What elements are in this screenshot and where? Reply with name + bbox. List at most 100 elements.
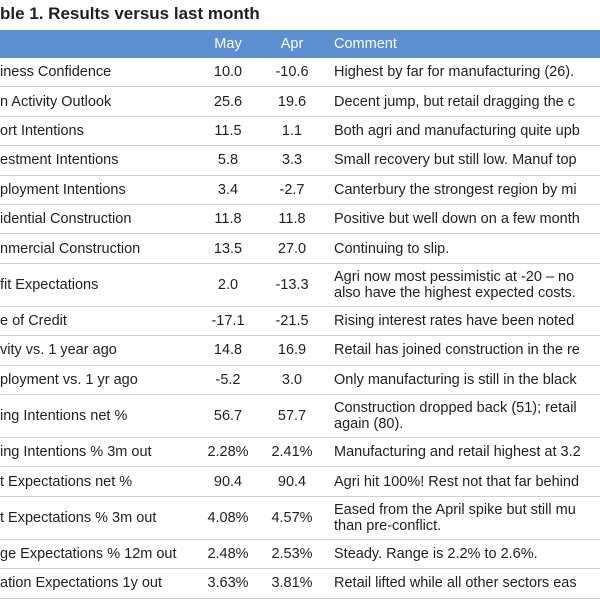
table-row: fit Expectations 2.0 -13.3 Agri now most pe… — [0, 264, 600, 307]
comment-cell: Only manufacturing is still in the black — [334, 366, 600, 394]
value-cell: 90.4 — [213, 473, 243, 490]
value-cell: -17.1 — [211, 312, 245, 329]
table-row: ing Intentions % 3m out 2.28% 2.41% Manufac… — [0, 438, 600, 468]
table-row: n Activity Outlook 25.6 19.6 Decent jump, b… — [0, 87, 600, 117]
table-row: ation Expectations 1y out 3.63% 3.81% Retai… — [0, 569, 600, 599]
comment-line: Manufacturing and retail highest at 3.2 — [334, 444, 581, 461]
comment-cell: Continuing to slip. — [334, 234, 600, 262]
metric-name: ing Intentions net % — [0, 408, 128, 424]
comment-line: Retail has joined construction in the re — [334, 342, 580, 359]
value-cell: 11.8 — [214, 211, 242, 228]
table-row: estment Intentions 5.8 3.3 Small recovery b… — [0, 146, 600, 176]
header-row: May Apr Comment — [0, 30, 600, 58]
comment-line: Retail lifted while all other sectors ea… — [334, 575, 577, 592]
table-title: ble 1. Results versus last month — [0, 4, 260, 23]
table-row: ployment vs. 1 yr ago -5.2 3.0 Only manufac… — [0, 366, 600, 395]
metric-name: estment Intentions — [0, 152, 119, 169]
comment-line: than pre-conflict. — [334, 517, 442, 534]
table-row: ployment Intentions 3.4 -2.7 Canterbury the… — [0, 176, 600, 205]
column-header: May — [214, 36, 242, 52]
column-header: Apr — [280, 36, 304, 52]
table-row: ing Intentions net % 56.7 57.7 Construction… — [0, 395, 600, 438]
comment-cell: Eased from the April spike but still mu t… — [334, 497, 600, 539]
metric-name: ployment Intentions — [0, 181, 126, 198]
comment-line: Continuing to slip. — [334, 240, 450, 257]
value-cell: 2.0 — [217, 276, 239, 293]
value-cell: 27.0 — [277, 240, 307, 257]
table-row: idential Construction 11.8 11.8 Positive bu… — [0, 205, 600, 235]
comment-cell: Rising interest rates have been noted — [334, 307, 600, 335]
comment-cell: Both agri and manufacturing quite upb — [334, 117, 600, 145]
metric-name: ge Expectations % 12m out — [0, 545, 177, 562]
comment-line: Both agri and manufacturing quite upb — [334, 122, 580, 139]
metric-name: ing Intentions % 3m out — [0, 444, 152, 461]
comment-cell: Steady. Range is 2.2% to 2.6%. — [334, 540, 600, 568]
value-cell: 11.8 — [278, 211, 306, 228]
table-row: e of Credit -17.1 -21.5 Rising interest rat… — [0, 307, 600, 337]
comment-cell: Retail has joined construction in the re — [334, 336, 600, 364]
comment-line: Only manufacturing is still in the black — [334, 371, 577, 388]
comment-cell: Retail lifted while all other sectors ea… — [334, 569, 600, 597]
value-cell: 4.08% — [207, 509, 249, 526]
comment-line: also have the highest expected costs. — [334, 284, 576, 301]
value-cell: 3.81% — [271, 575, 313, 592]
comment-line: Rising interest rates have been noted — [334, 312, 575, 329]
value-cell: -10.6 — [275, 64, 309, 81]
value-cell: 4.57% — [271, 509, 313, 526]
metric-name: idential Construction — [0, 211, 132, 228]
table-row: nmercial Construction 13.5 27.0 Continuing … — [0, 234, 600, 264]
metric-name: t Expectations net % — [0, 473, 133, 490]
comment-cell: Construction dropped back (51); retail ag… — [334, 395, 600, 437]
value-cell: 57.7 — [277, 408, 307, 424]
value-cell: 2.48% — [207, 545, 249, 562]
value-cell: -5.2 — [215, 371, 241, 388]
metric-name: ort Intentions — [0, 122, 84, 139]
value-cell: 19.6 — [277, 93, 307, 110]
comment-line: Positive but well down on a few month — [334, 211, 580, 228]
value-cell: 3.3 — [281, 152, 303, 169]
comment-cell: Agri hit 100%! Rest not that far behind — [334, 467, 600, 495]
value-cell: 2.53% — [271, 545, 313, 562]
metric-name: vity vs. 1 year ago — [0, 342, 117, 359]
table-row: t Expectations net % 90.4 90.4 Agri hit 100… — [0, 467, 600, 497]
comment-line: Canterbury the strongest region by mi — [334, 181, 577, 198]
column-header — [0, 30, 200, 58]
comment-cell: Highest by far for manufacturing (26). — [334, 58, 600, 86]
metric-name: n Activity Outlook — [0, 93, 112, 110]
comment-line: Construction dropped back (51); retail — [334, 400, 577, 416]
comment-line: Highest by far for manufacturing (26). — [334, 64, 575, 81]
value-cell: 13.5 — [213, 240, 243, 257]
table-row: ge Expectations % 12m out 2.48% 2.53% Stead… — [0, 540, 600, 570]
value-cell: 2.28% — [207, 444, 249, 461]
metric-name: nmercial Construction — [0, 240, 141, 257]
metric-name: iness Confidence — [0, 64, 112, 81]
value-cell: 25.6 — [213, 93, 243, 110]
comment-line: Agri hit 100%! Rest not that far behind — [334, 473, 580, 490]
value-cell: 3.63% — [207, 575, 249, 592]
value-cell: -2.7 — [279, 181, 305, 198]
value-cell: 3.4 — [217, 181, 239, 198]
value-cell: -13.3 — [275, 276, 309, 293]
comment-cell: Manufacturing and retail highest at 3.2 — [334, 438, 600, 466]
comment-cell: Positive but well down on a few month — [334, 205, 600, 233]
value-cell: 11.5 — [214, 122, 242, 139]
value-cell: 2.41% — [271, 444, 313, 461]
value-cell: 16.9 — [277, 342, 307, 359]
comment-line: Eased from the April spike but still mu — [334, 501, 576, 518]
comment-line: Decent jump, but retail dragging the c — [334, 93, 575, 110]
table-row: vity vs. 1 year ago 14.8 16.9 Retail has jo… — [0, 336, 600, 366]
comment-line: again (80). — [334, 416, 404, 432]
metric-name: ation Expectations 1y out — [0, 575, 163, 592]
comment-cell: Decent jump, but retail dragging the c — [334, 87, 600, 115]
table-row: t Expectations % 3m out 4.08% 4.57% Eased f… — [0, 497, 600, 540]
metric-name: fit Expectations — [0, 276, 99, 293]
metric-name: e of Credit — [0, 312, 67, 329]
value-cell: 1.1 — [281, 122, 303, 139]
value-cell: -21.5 — [275, 312, 309, 329]
comment-line: Small recovery but still low. Manuf top — [334, 152, 577, 169]
table-row: iness Confidence 10.0 -10.6 Highest by far … — [0, 58, 600, 88]
value-cell: 10.0 — [213, 64, 243, 81]
value-cell: 5.8 — [217, 152, 239, 169]
comment-cell: Small recovery but still low. Manuf top — [334, 146, 600, 174]
